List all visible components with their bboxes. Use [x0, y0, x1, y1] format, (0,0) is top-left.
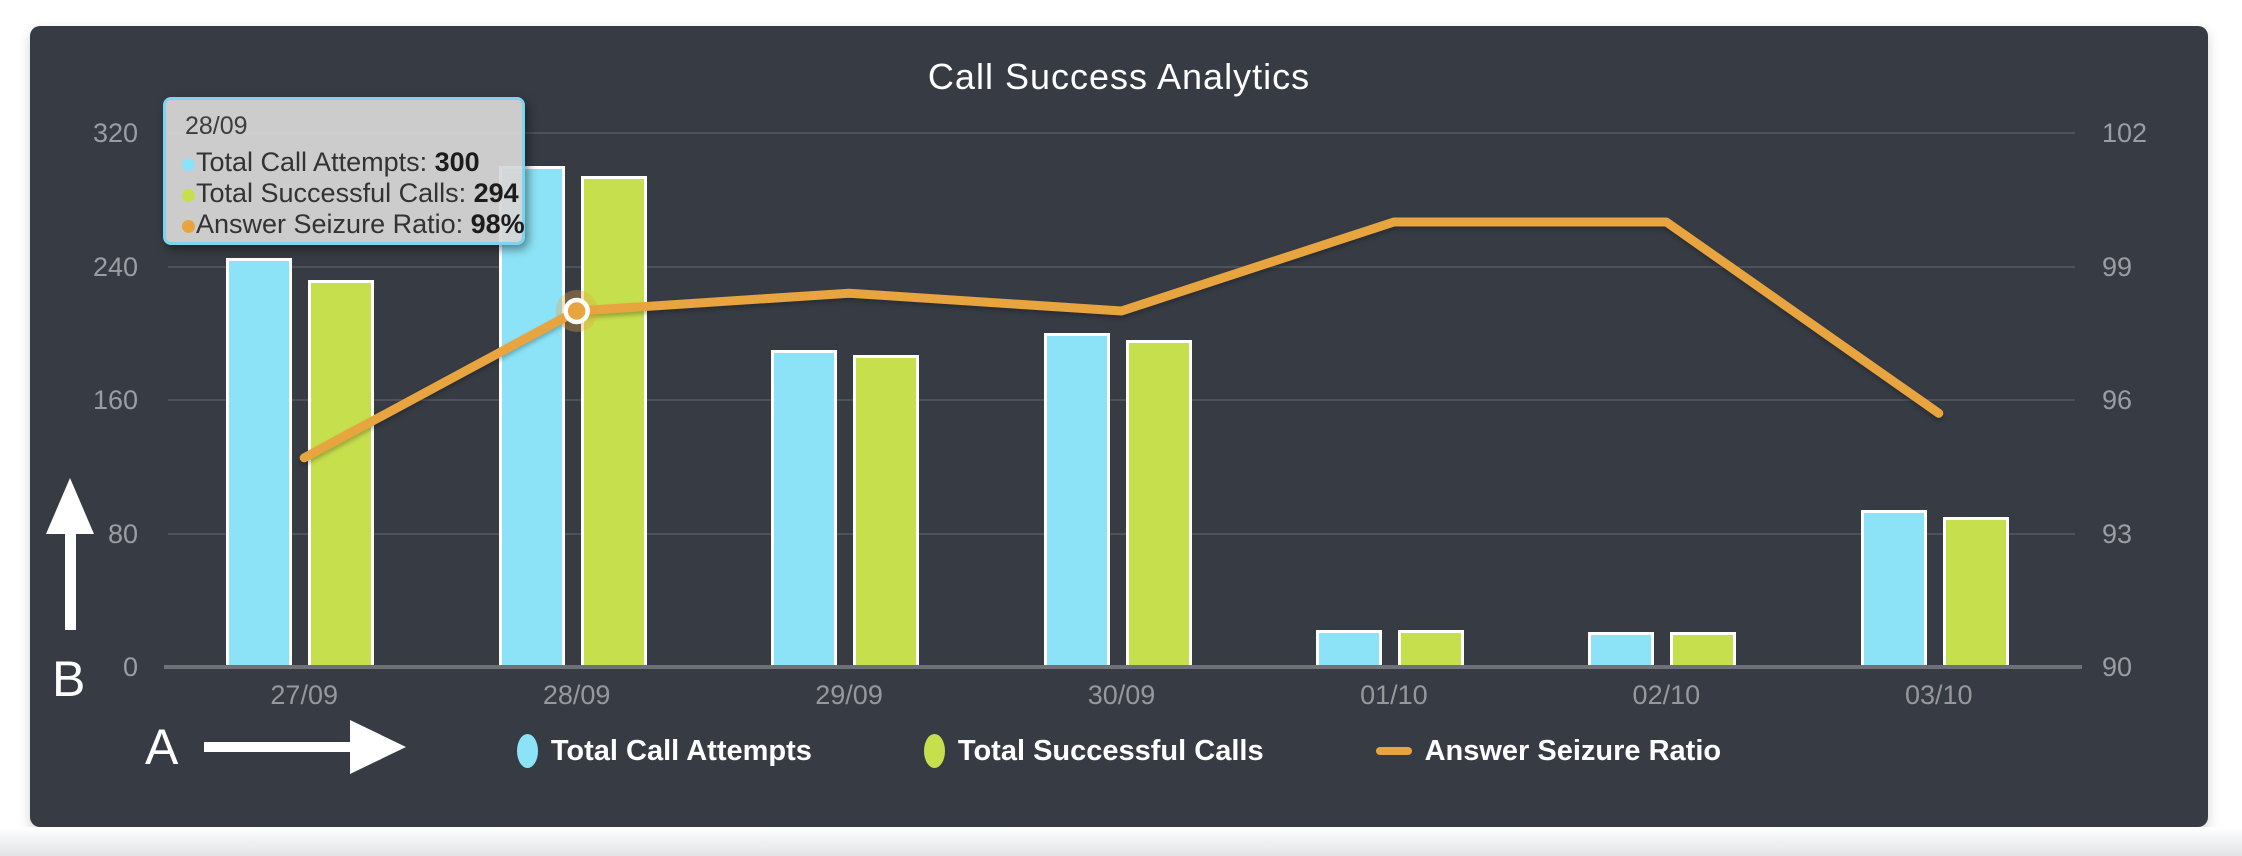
gridline [168, 265, 2075, 268]
bar-total-successful-calls[interactable] [308, 279, 375, 667]
x-axis-label: 28/09 [542, 680, 611, 710]
x-axis-label: 03/10 [1904, 680, 1973, 710]
bar-total-successful-calls[interactable] [853, 354, 920, 667]
legend-label: Answer Seizure Ratio [1424, 734, 1722, 767]
y-axis-tick-left: 80 [107, 518, 138, 549]
legend-dot-icon-total-call-attempts [516, 734, 538, 768]
y-axis-tick-right: 93 [2102, 518, 2133, 549]
gridline [168, 132, 2075, 134]
legend-item-total-successful-calls[interactable]: Total Successful Calls [923, 734, 1264, 768]
right-arrow-icon [204, 720, 406, 774]
plot-area: 0 90 80 93 160 96 240 99 320 102 27/09 28/09 29/09 30… [30, 26, 2208, 827]
annotation-b-label: B [52, 651, 86, 707]
x-axis-label: 02/10 [1632, 680, 1701, 710]
bar-total-successful-calls[interactable] [1670, 631, 1737, 667]
bar-total-successful-calls[interactable] [1397, 630, 1464, 667]
y-axis-tick-left: 0 [122, 652, 138, 682]
legend: Total Call Attempts Total Successful Call… [30, 734, 2208, 768]
y-axis-tick-right: 90 [2102, 652, 2133, 682]
tooltip-row-total-successful-calls: Total Successful Calls: 294 [182, 178, 522, 209]
legend-item-total-call-attempts[interactable]: Total Call Attempts [516, 734, 812, 768]
chart-panel: Call Success Analytics 0 90 80 93 160 96 240 99… [30, 26, 2208, 827]
annotation-a-label: A [145, 719, 179, 775]
y-axis-tick-left: 240 [92, 251, 138, 282]
tooltip-bullet-icon [182, 189, 195, 202]
legend-item-answer-seizure-ratio[interactable]: Answer Seizure Ratio [1375, 734, 1722, 768]
tooltip-rows: Total Call Attempts: 300 Total Successful… [182, 147, 525, 240]
bar-total-call-attempts[interactable] [1043, 333, 1110, 667]
y-axis-tick-right: 99 [2102, 251, 2133, 282]
y-axis-tick-left: 320 [92, 118, 138, 148]
bar-total-successful-calls[interactable] [1125, 339, 1192, 667]
y-axis-tick-right: 102 [2102, 118, 2148, 148]
page-bottom-gradient [0, 827, 2242, 856]
bar-total-call-attempts[interactable] [226, 258, 293, 667]
x-axis-label: 30/09 [1087, 680, 1156, 710]
bar-total-call-attempts[interactable] [1860, 510, 1927, 667]
legend-label: Total Successful Calls [957, 734, 1264, 767]
gridline [168, 532, 2075, 535]
bar-total-call-attempts[interactable] [1315, 630, 1382, 667]
bar-total-call-attempts[interactable] [1588, 631, 1655, 667]
bar-total-successful-calls[interactable] [1942, 516, 2009, 667]
x-axis-label: 27/09 [270, 680, 338, 710]
chart-title: Call Success Analytics [927, 56, 1311, 97]
bar-total-call-attempts[interactable] [771, 349, 838, 667]
up-arrow-icon [46, 478, 94, 630]
tooltip-row-total-call-attempts: Total Call Attempts: 300 [182, 147, 522, 178]
tooltip-bullet-icon [182, 220, 195, 233]
legend-dash-icon-answer-seizure-ratio [1375, 747, 1412, 755]
y-axis-tick-left: 160 [92, 385, 138, 415]
bar-total-successful-calls[interactable] [580, 176, 647, 667]
x-axis-label: 29/09 [815, 680, 883, 710]
legend-label: Total Call Attempts [550, 734, 812, 767]
legend-dot-icon-total-successful-calls [923, 734, 945, 768]
tooltip: 28/09 Total Call Attempts: 300 Total Succ… [163, 97, 525, 245]
gridline [168, 399, 2075, 401]
tooltip-row-answer-seizure-ratio: Answer Seizure Ratio: 98% [182, 209, 525, 240]
x-axis-line [164, 665, 2082, 669]
y-axis-tick-right: 96 [2102, 385, 2133, 415]
tooltip-bullet-icon [182, 158, 195, 171]
tooltip-date: 28/09 [185, 112, 248, 140]
x-axis-label: 01/10 [1360, 680, 1428, 710]
